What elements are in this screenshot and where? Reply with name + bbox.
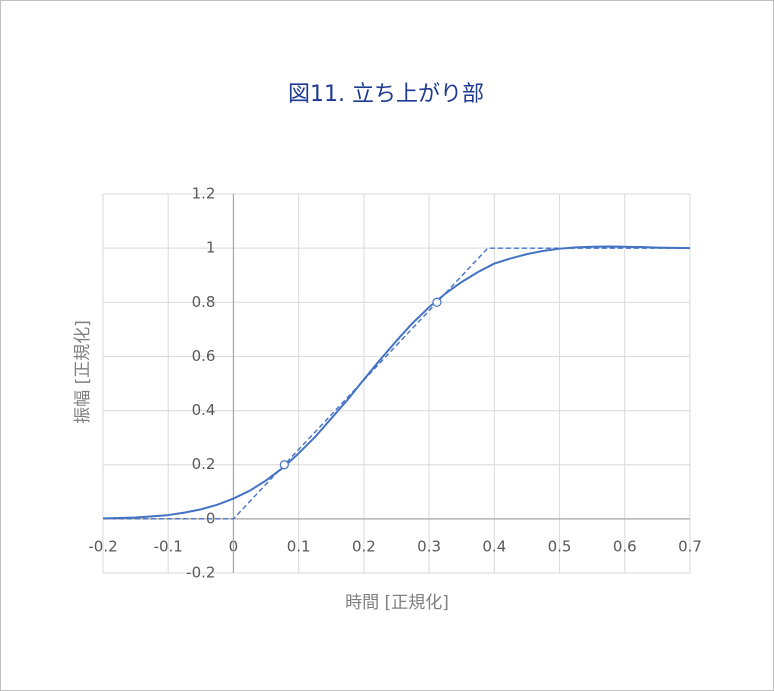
x-tick-label: 0.4 bbox=[482, 537, 506, 555]
marker bbox=[432, 297, 442, 307]
marker bbox=[279, 460, 289, 470]
line-series bbox=[103, 247, 690, 520]
x-tick-label: 0.7 bbox=[678, 537, 702, 555]
y-tick-label: -0.2 bbox=[186, 564, 215, 582]
x-tick-label: 0.3 bbox=[417, 537, 441, 555]
x-axis-label: 時間 [正規化] bbox=[345, 593, 449, 613]
y-tick-label: 1.2 bbox=[192, 185, 216, 203]
x-tick-label: 0.1 bbox=[287, 537, 311, 555]
x-tick-label: -0.2 bbox=[88, 537, 117, 555]
y-tick-label: 0.6 bbox=[192, 347, 216, 365]
x-tick-label: 0.5 bbox=[548, 537, 572, 555]
y-tick-label: 0.4 bbox=[192, 401, 216, 419]
line-series bbox=[102, 245, 691, 520]
x-tick-label: -0.1 bbox=[154, 537, 183, 555]
y-tick-label: 0.8 bbox=[192, 293, 216, 311]
chart-title: 図11. 立ち上がり部 bbox=[288, 82, 484, 107]
y-tick-label: 1 bbox=[206, 239, 216, 257]
y-tick-label: 0.2 bbox=[192, 455, 216, 473]
y-axis-label: 振幅 [正規化] bbox=[73, 320, 93, 424]
x-tick-label: 0.6 bbox=[613, 537, 637, 555]
x-tick-label: 0.2 bbox=[352, 537, 376, 555]
